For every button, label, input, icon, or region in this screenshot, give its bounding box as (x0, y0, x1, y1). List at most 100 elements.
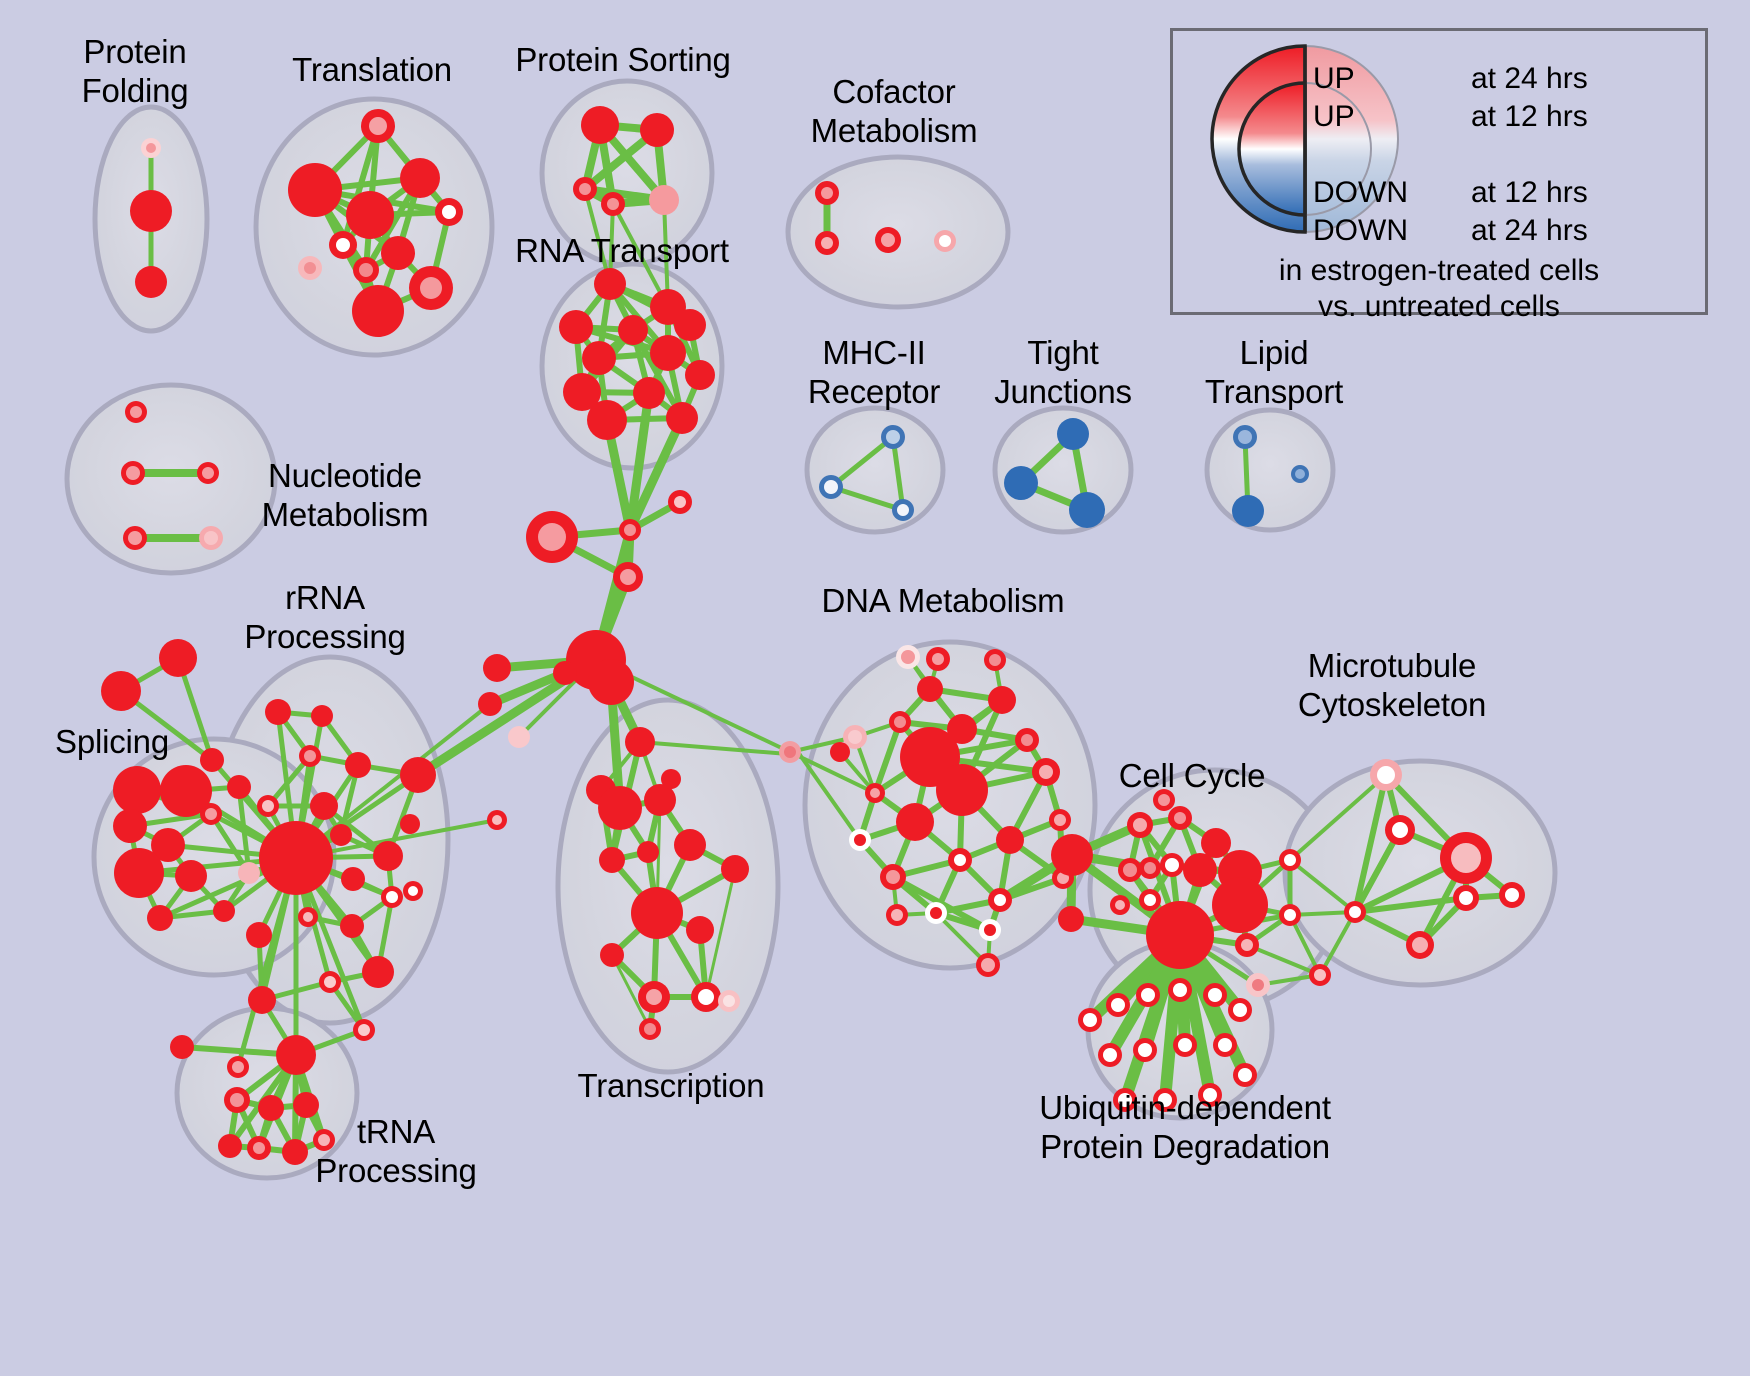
node (160, 765, 212, 817)
node (409, 266, 453, 310)
node (691, 982, 721, 1012)
node (631, 887, 683, 939)
node (341, 867, 365, 891)
node (889, 711, 911, 733)
node (1309, 964, 1331, 986)
node (1198, 1083, 1222, 1107)
node (1291, 465, 1309, 483)
node (227, 1056, 249, 1078)
node (650, 335, 686, 371)
node (618, 315, 648, 345)
node (483, 654, 511, 682)
node (311, 705, 333, 727)
cluster-label-transcription: Transcription (577, 1067, 765, 1104)
node (896, 645, 920, 669)
node (666, 402, 698, 434)
node (400, 814, 420, 834)
node (299, 745, 321, 767)
node (1057, 418, 1089, 450)
node (1110, 895, 1130, 915)
node (362, 956, 394, 988)
node (639, 1018, 661, 1040)
node (948, 848, 972, 872)
node (619, 519, 641, 541)
node (224, 1087, 250, 1113)
node (246, 922, 272, 948)
node (644, 784, 676, 816)
legend-footer-line2: vs. untreated cells (1318, 290, 1560, 323)
node (674, 309, 706, 341)
node (1146, 901, 1214, 969)
node (601, 192, 625, 216)
legend-row-1-direction: UP (1313, 100, 1355, 133)
node (1032, 758, 1060, 786)
node (248, 986, 276, 1014)
node (1153, 1088, 1177, 1112)
node (598, 786, 642, 830)
legend-row-3-direction: DOWN (1313, 214, 1408, 247)
node (668, 490, 692, 514)
node (559, 310, 593, 344)
node (587, 400, 627, 440)
node (979, 919, 1001, 941)
node (197, 462, 219, 484)
node (114, 848, 164, 898)
node (875, 227, 901, 253)
node (640, 113, 674, 147)
node (147, 905, 173, 931)
node (345, 752, 371, 778)
node (170, 1035, 194, 1059)
node (1168, 978, 1192, 1002)
node (121, 461, 145, 485)
node (200, 803, 222, 825)
cluster-label-cofactor-metabolism: Cofactor Metabolism (810, 73, 978, 149)
node (1370, 759, 1402, 791)
node (1153, 789, 1175, 811)
node (319, 971, 341, 993)
legend-panel: UP at 24 hrs UP at 12 hrs DOWN at 12 hrs… (1170, 28, 1708, 323)
node (1385, 815, 1415, 845)
node (113, 766, 161, 814)
node (247, 1136, 271, 1160)
node (265, 699, 291, 725)
node (213, 900, 235, 922)
node (1015, 728, 1039, 752)
cluster-label-lipid-transport: Lipid Transport (1204, 334, 1344, 410)
node (1440, 832, 1492, 884)
node (1098, 1043, 1122, 1067)
node (1127, 812, 1153, 838)
node (313, 1129, 335, 1151)
node (257, 795, 279, 817)
node (1058, 906, 1084, 932)
node (330, 824, 352, 846)
node (435, 198, 463, 226)
node (141, 138, 161, 158)
node (298, 256, 322, 280)
node (1139, 889, 1161, 911)
node (288, 163, 342, 217)
node (478, 692, 502, 716)
node (925, 902, 947, 924)
node (1233, 1063, 1257, 1087)
node (329, 231, 357, 259)
node (649, 185, 679, 215)
node (819, 475, 843, 499)
node (815, 181, 839, 205)
node (976, 953, 1000, 977)
node (633, 377, 665, 409)
node (1232, 495, 1264, 527)
node (1049, 809, 1071, 831)
node (1406, 931, 1434, 959)
node (151, 828, 185, 862)
node (135, 266, 167, 298)
legend-row-2-time: at 12 hrs (1471, 176, 1588, 209)
blob-lipid-transport (1204, 407, 1336, 533)
node (113, 809, 147, 843)
node (988, 888, 1012, 912)
node (988, 686, 1016, 714)
node (487, 810, 507, 830)
node (175, 860, 207, 892)
node (661, 769, 681, 789)
